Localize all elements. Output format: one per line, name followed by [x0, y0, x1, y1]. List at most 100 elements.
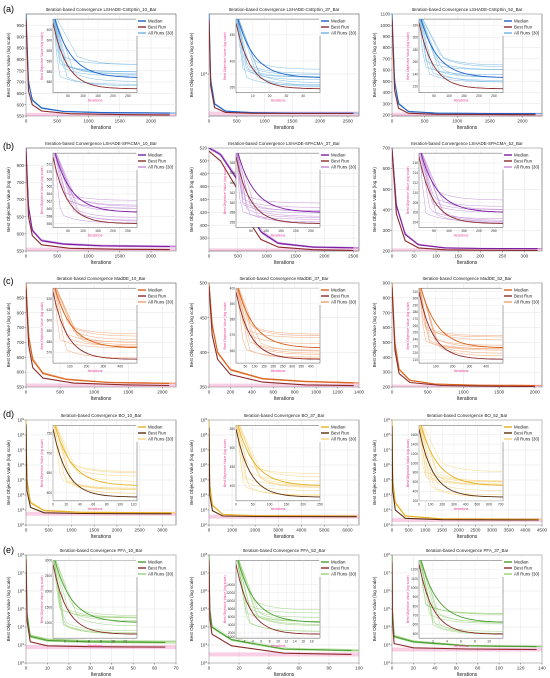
x-tick-label: 0	[208, 528, 211, 533]
inset-x-tick-label: 250	[280, 365, 286, 369]
inset-plot: 50 100 150 200 250 580 585 590 595 600 605 Iteratio…	[40, 18, 138, 103]
y-tick-label: 200	[383, 385, 391, 390]
y-tick-label: 105	[200, 477, 207, 483]
y-tick-label: 600	[383, 166, 391, 171]
inset-y-tick-label: 280	[413, 310, 419, 314]
x-tick-label: 50	[131, 666, 137, 671]
best-run-line	[392, 425, 539, 521]
x-axis-label: Iterations	[91, 396, 112, 402]
inset-x-axis-label: Iterations	[271, 507, 286, 511]
x-tick-label: 4000	[520, 528, 531, 533]
inset-run-line	[53, 560, 137, 633]
inset-x-tick-label: 350	[298, 365, 304, 369]
inset-run-line	[236, 153, 320, 204]
legend-label: Best Run	[514, 294, 533, 299]
inset-best-line	[419, 564, 503, 635]
inset-run-line	[419, 288, 503, 350]
inset-x-tick-label: 2	[64, 640, 66, 644]
inset-x-axis-label: Iterations	[88, 644, 103, 648]
inset-run-line	[237, 153, 320, 212]
inset-x-tick-label: 80	[105, 502, 109, 506]
inset-run-line	[237, 288, 320, 359]
x-tick-label: 40	[109, 666, 115, 671]
inset-x-tick-label: 300	[289, 365, 295, 369]
y-tick-label: 104	[17, 492, 24, 498]
inset-x-tick-label: 100	[263, 229, 269, 233]
inset-x-tick-label: 600	[486, 502, 492, 506]
inset-x-tick-label: 500	[474, 502, 480, 506]
legend-label: Best Run	[514, 25, 533, 30]
inset-run-line	[420, 19, 503, 81]
legend-label: All Runs (30)	[514, 572, 540, 577]
inset-y-tick-label: 214	[413, 171, 419, 175]
inset-y-tick-label: 220	[413, 351, 419, 355]
y-tick-label: 700	[17, 340, 25, 345]
inset-x-tick-label: 300	[451, 502, 457, 506]
inset-run-line	[53, 19, 137, 73]
inset-run-line	[54, 19, 137, 86]
inset-run-line	[236, 153, 320, 220]
legend-label: Median	[514, 288, 529, 293]
inset-y-tick-label: 350	[230, 85, 236, 89]
chart-title: Iteration-based Convergence LSHADE-CnEpS…	[46, 7, 157, 12]
legend-label: All Runs (30)	[514, 437, 540, 442]
y-tick-label: 104	[200, 492, 207, 498]
y-tick-label: 550	[17, 249, 25, 254]
inset-x-tick-label: 120	[131, 502, 137, 506]
x-tick-label: 20	[236, 666, 242, 671]
y-tick-label: 103	[17, 507, 24, 513]
x-tick-label: 0	[208, 254, 211, 259]
best-run-line	[26, 288, 170, 387]
y-tick-label: 300	[383, 370, 391, 375]
inset-best-line	[419, 291, 503, 360]
x-tick-label: 3000	[487, 528, 498, 533]
x-tick-label: 2000	[146, 254, 157, 259]
y-tick-label: 104	[383, 624, 390, 630]
inset-y-tick-label: 400	[230, 286, 236, 290]
y-tick-label: 109	[383, 417, 390, 423]
inset-y-tick-label: 300	[413, 36, 419, 40]
legend-label: Best Run	[148, 431, 167, 436]
x-tick-label: 0	[391, 666, 394, 671]
y-tick-label: 500	[383, 79, 391, 84]
y-tick-label: 800	[17, 163, 25, 168]
inset-x-axis-label: Iterations	[454, 233, 469, 237]
x-tick-label: 0	[391, 390, 394, 395]
inset-x-tick-label: 200	[270, 365, 276, 369]
inset-y-tick-label: 600	[47, 491, 53, 495]
x-tick-label: 1000	[89, 390, 100, 395]
inset-y-tick-label: 260	[413, 60, 419, 64]
legend-label: Best Run	[331, 294, 350, 299]
y-tick-label: 103	[200, 642, 207, 648]
inset-run-line	[421, 19, 503, 82]
inset-x-tick-label: 8	[474, 640, 476, 644]
inset-y-tick-label: 368	[230, 161, 236, 165]
x-tick-label: 2500	[135, 528, 146, 533]
chart-title: Iteration-based Convergence LSHADE-CnEpS…	[412, 7, 523, 12]
legend-label: All Runs (30)	[148, 165, 174, 170]
best-run-line	[26, 18, 170, 116]
y-tick-label: 104	[200, 624, 207, 630]
x-axis-label: Iterations	[457, 534, 478, 540]
inset-x-tick-label: 10	[276, 640, 280, 644]
best-run-line	[209, 427, 357, 518]
inset-y-tick-label: 1200	[411, 452, 418, 456]
inset-y-tick-label: 366	[230, 171, 236, 175]
inset-x-axis-label: Iterations	[271, 644, 286, 648]
inset-run-line	[239, 425, 320, 478]
legend-label: Median	[148, 288, 163, 293]
y-tick-label: 108	[200, 432, 207, 438]
inset-y-tick-label: 800	[413, 604, 419, 608]
inset-y-tick-label: 14000	[226, 583, 235, 587]
y-tick-label: 800	[17, 310, 25, 315]
inset-x-tick-label: 50	[249, 229, 253, 233]
best-run-line	[392, 562, 537, 651]
inset-y-tick-label: 595	[47, 49, 53, 53]
inset-y-tick-label: 450	[230, 465, 236, 469]
x-axis-label: Iterations	[457, 125, 478, 131]
